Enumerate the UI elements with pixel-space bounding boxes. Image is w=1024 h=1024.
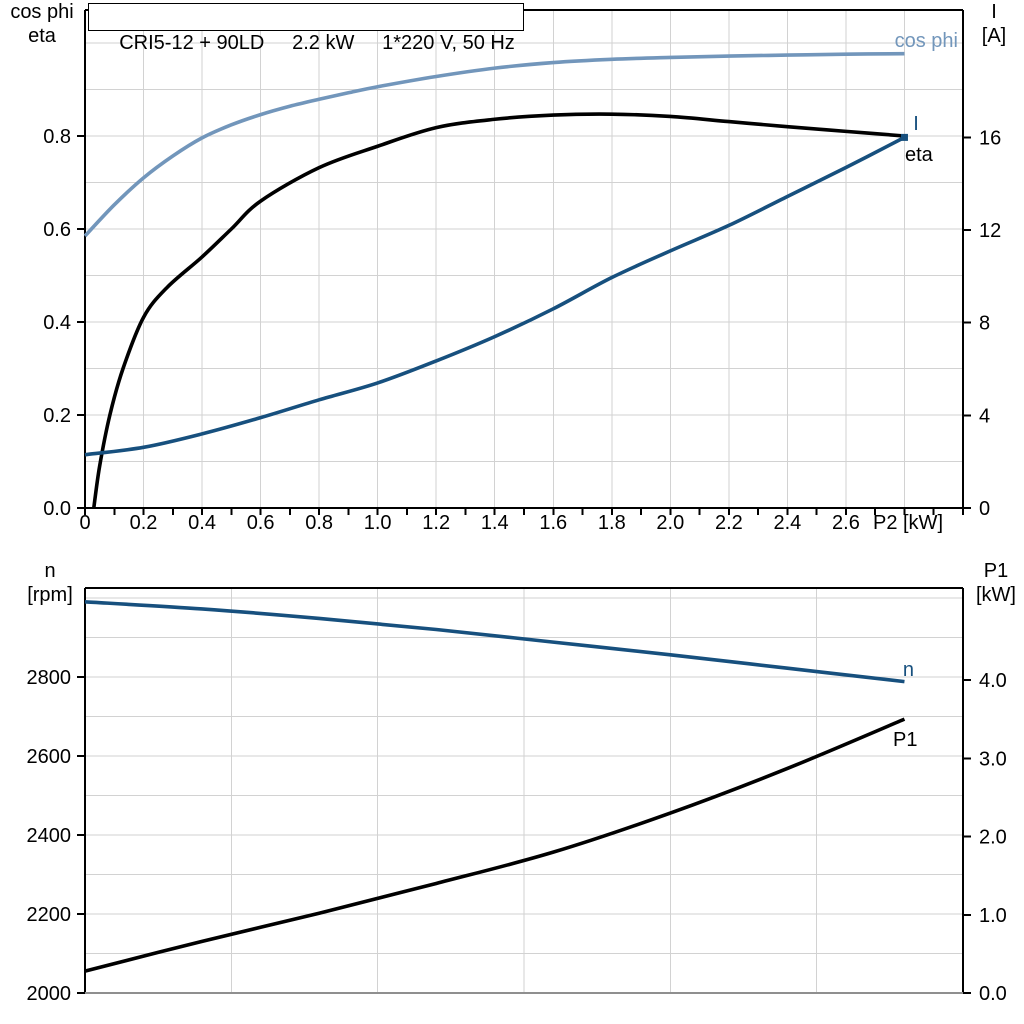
curve-label-cos-phi: cos phi [895, 30, 958, 52]
curve-cos-phi [83, 51, 905, 238]
left-tick-label: 0.4 [43, 312, 71, 334]
right-tick-label: 1.0 [979, 905, 1007, 927]
x-tick-label: 1.8 [598, 512, 626, 534]
x-tick-label: 0.4 [188, 512, 216, 534]
right-tick-label: 4 [979, 405, 990, 427]
x-tick-label: 1.4 [481, 512, 509, 534]
left-tick-label: 2600 [27, 746, 72, 768]
left-tick-label: 2400 [27, 825, 72, 847]
left-tick-label: 2000 [27, 983, 72, 1005]
left-tick-label: 0.2 [43, 405, 71, 427]
left-tick-label: 0.8 [43, 126, 71, 148]
left-axis-title-line1: cos phi [10, 1, 74, 23]
chart-title-box: CRI5-12 + 90LD 2.2 kW 1*220 V, 50 Hz [88, 3, 524, 54]
left-tick-label: 2200 [27, 904, 72, 926]
x-tick-label: 0.6 [247, 512, 275, 534]
right-tick-label: 8 [979, 313, 990, 335]
curve-label-n: n [903, 659, 914, 681]
curves: cos phi eta I [83, 30, 958, 509]
plot-frame [84, 9, 964, 509]
x-tick-label: 0.2 [130, 512, 158, 534]
left-axis-title-line2: eta [28, 25, 56, 47]
curve-label-I: I [913, 113, 919, 135]
left-tick-label: 0.6 [43, 219, 71, 241]
right-tick-label: 3.0 [979, 748, 1007, 770]
right-tick-label: 12 [979, 220, 1001, 242]
tick-marks [77, 135, 971, 515]
left-tick-label: 2800 [27, 667, 72, 689]
tick-marks [77, 675, 971, 994]
curve-label-P1: P1 [893, 729, 917, 751]
top-left-axis-title: cos phi eta [0, 0, 84, 48]
motor-curves-chart: 0 0.2 0.4 0.6 0.8 1.0 1.2 1.4 1.6 1.8 2.0 2.2 2.4 2.6… [43, 9, 1001, 534]
speed-axis-title-line1: n [44, 560, 56, 582]
x-tick-label: 1.2 [422, 512, 450, 534]
curve-end-marker [900, 133, 908, 141]
power-axis-title-line2: [kW] [976, 584, 1016, 606]
right-tick-label: 2.0 [979, 827, 1007, 849]
tick-labels: 2000 2200 2400 2600 2800 0.0 1.0 2.0 3.0 4.0 [27, 667, 1007, 1005]
speed-power-curves-chart: 2000 2200 2400 2600 2800 0.0 1.0 2.0 3.0 4.0 n P1 [27, 587, 1007, 1005]
right-axis-title-line1: I [991, 1, 997, 23]
curve-n [84, 600, 905, 684]
bottom-left-axis-title: n [rpm] [6, 559, 94, 607]
plot-frame [84, 587, 964, 994]
curve-P1 [84, 717, 906, 973]
curve-I [84, 135, 906, 457]
right-tick-label: 4.0 [979, 670, 1007, 692]
x-tick-label: 1.0 [364, 512, 392, 534]
right-tick-label: 0.0 [979, 983, 1007, 1005]
tick-labels: 0 0.2 0.4 0.6 0.8 1.0 1.2 1.4 1.6 1.8 2.0 2.2 2.4 2.6… [43, 126, 1001, 534]
right-tick-label: 16 [979, 127, 1001, 149]
gridlines [85, 10, 963, 508]
curves: n P1 [84, 600, 917, 973]
x-tick-label: 2.6 [832, 512, 860, 534]
left-tick-label: 0.0 [43, 498, 71, 520]
power-axis-title-line1: P1 [983, 560, 1009, 582]
speed-axis-title-line2: [rpm] [27, 584, 73, 606]
x-tick-label: 2.0 [656, 512, 684, 534]
x-tick-label: 2.2 [715, 512, 743, 534]
right-axis-title-line2: [A] [981, 25, 1007, 47]
chart-title: CRI5-12 + 90LD 2.2 kW 1*220 V, 50 Hz [119, 32, 515, 54]
gridlines [85, 588, 963, 993]
bottom-right-axis-title: P1 [kW] [960, 559, 1024, 607]
top-right-axis-title: I [A] [963, 0, 1024, 48]
x-tick-label: 0 [79, 512, 90, 534]
right-tick-label: 0 [979, 498, 990, 520]
x-tick-label: 2.4 [773, 512, 801, 534]
curve-eta [91, 112, 905, 509]
x-axis-title: P2 [kW] [873, 512, 943, 534]
x-tick-label: 0.8 [305, 512, 333, 534]
x-tick-label: 1.6 [539, 512, 567, 534]
curve-label-eta: eta [905, 144, 934, 166]
